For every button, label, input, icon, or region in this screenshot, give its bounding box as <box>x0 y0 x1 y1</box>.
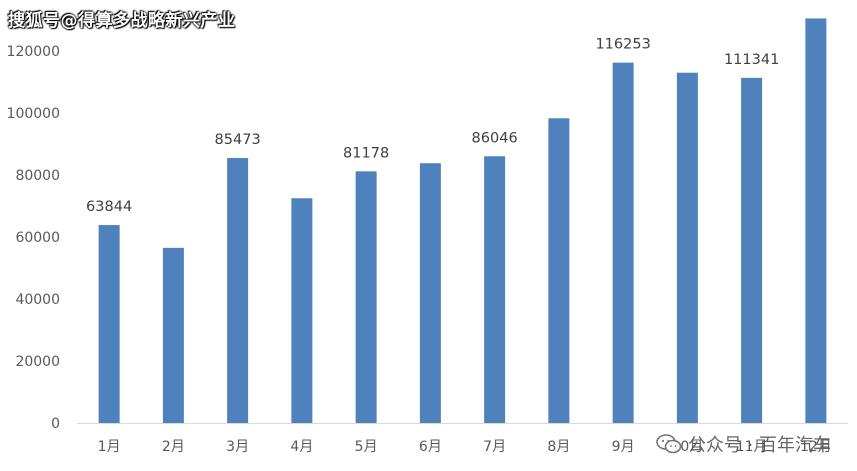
bar-11 <box>741 77 763 424</box>
y-tick-label: 120000 <box>7 44 60 60</box>
x-tick-label: 9月 <box>612 439 635 455</box>
data-label: 85473 <box>215 132 261 148</box>
bar-2 <box>162 247 184 423</box>
x-tick-label: 11月 <box>736 439 768 455</box>
x-tick-label: 5月 <box>355 439 378 455</box>
bar-1 <box>98 225 120 423</box>
x-axis-ticks: 1月 2月 3月 4月 5月 6月 7月 8月 9月 10月 11月 12月 <box>98 439 832 455</box>
watermark-sohu: 搜狐号@得算多战略新兴产业 <box>8 11 236 31</box>
y-tick-label: 40000 <box>15 292 60 308</box>
y-axis-ticks: 0 20000 40000 60000 80000 100000 120000 <box>7 44 60 432</box>
bar-4 <box>291 198 313 423</box>
x-tick-label: 7月 <box>483 439 506 455</box>
y-tick-label: 20000 <box>15 354 60 370</box>
wechat-icon <box>656 434 682 454</box>
y-tick-label: 80000 <box>15 168 60 184</box>
bar-9 <box>612 62 634 424</box>
y-tick-label: 100000 <box>7 106 60 122</box>
data-label: 81178 <box>343 145 389 161</box>
bars <box>98 18 827 424</box>
y-tick-label: 60000 <box>15 230 60 246</box>
bar-10 <box>676 72 698 423</box>
x-tick-label: 3月 <box>226 439 249 455</box>
x-tick-label: 6月 <box>419 439 442 455</box>
bar-5 <box>355 171 377 423</box>
x-tick-label: 1月 <box>98 439 121 455</box>
x-tick-label: 8月 <box>547 439 570 455</box>
bar-3 <box>227 158 249 424</box>
x-tick-label: 12月 <box>800 439 832 455</box>
bar-6 <box>419 163 441 423</box>
data-label: 111341 <box>724 52 779 68</box>
x-tick-label: 2月 <box>162 439 185 455</box>
bar-7 <box>484 156 506 424</box>
watermark-wechat: 公众号 · 百年汽车 <box>656 431 831 457</box>
data-label: 86046 <box>472 130 518 146</box>
bar-8 <box>548 118 570 424</box>
watermark-wechat-text: 公众号 · 百年汽车 <box>687 435 831 456</box>
data-label: 63844 <box>86 199 132 215</box>
x-tick-label: 4月 <box>290 439 313 455</box>
y-tick-label: 0 <box>51 416 60 432</box>
data-labels: 63844 85473 81178 86046 116253 111341 <box>86 37 779 215</box>
bar-12 <box>805 18 827 423</box>
data-label: 116253 <box>595 37 650 53</box>
